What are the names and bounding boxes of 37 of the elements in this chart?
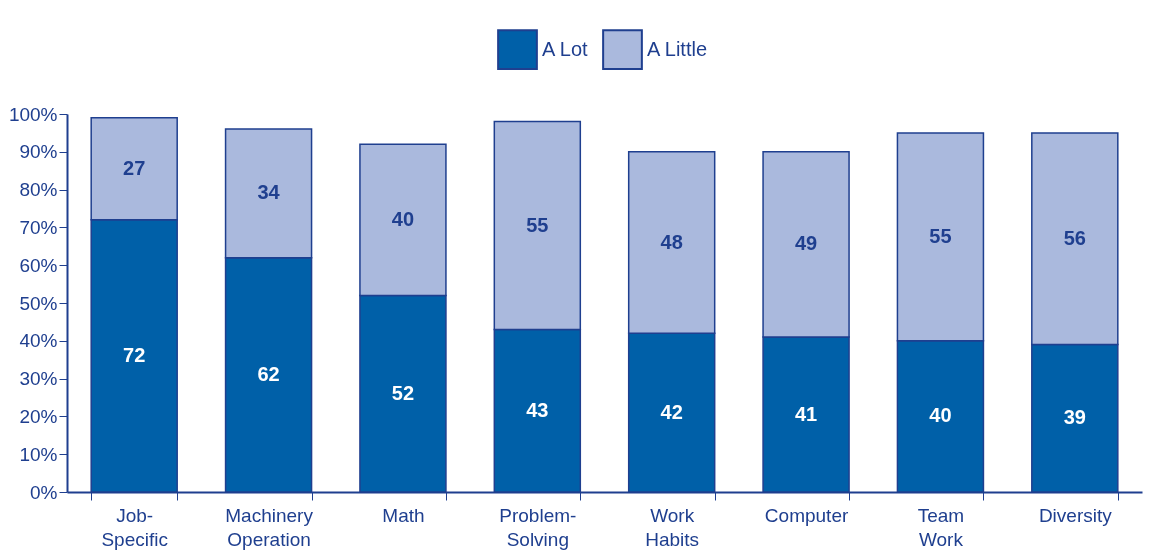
data-label: 55	[526, 213, 549, 236]
x-tick-label: Work Habits	[645, 504, 700, 550]
legend-label: A Lot	[542, 37, 589, 60]
y-tick-label: 0%	[30, 481, 58, 503]
x-tick-label: Computer	[764, 504, 849, 526]
x-tick-label: Machinery Operation	[225, 504, 314, 550]
data-label: 72	[123, 343, 146, 366]
y-tick-label: 10%	[19, 443, 58, 465]
data-label: 43	[526, 398, 549, 421]
data-label: 52	[391, 381, 415, 404]
data-label: 49	[794, 232, 818, 255]
y-tick-label: 50%	[19, 292, 58, 314]
legend-label: A Little	[647, 37, 708, 60]
y-tick-label: 90%	[19, 141, 58, 163]
x-tick-label: Diversity	[1038, 504, 1113, 526]
data-label: 62	[257, 362, 280, 385]
data-label: 40	[391, 207, 415, 230]
data-label: 42	[660, 400, 683, 423]
y-tick-label: 40%	[19, 330, 58, 352]
y-tick-label: 80%	[19, 179, 58, 201]
x-tick-label: Problem-Solving	[499, 504, 577, 550]
data-label: 34	[257, 181, 281, 204]
y-tick-label: 20%	[19, 405, 58, 427]
data-label: 55	[929, 224, 952, 247]
data-label: 27	[123, 156, 146, 179]
data-label: 48	[660, 230, 683, 253]
data-label: 39	[1063, 406, 1086, 429]
x-tick-label: Team Work	[917, 504, 965, 550]
y-tick-label: 100%	[8, 103, 58, 125]
y-tick-label: 70%	[19, 216, 58, 238]
data-label: 40	[929, 404, 952, 427]
x-tick-label: Math	[382, 504, 425, 526]
y-tick-label: 30%	[19, 368, 58, 390]
data-label: 56	[1063, 226, 1086, 249]
y-tick-label: 60%	[19, 254, 58, 276]
x-tick-label: Job-Specific	[101, 504, 168, 550]
data-label: 41	[794, 402, 818, 425]
